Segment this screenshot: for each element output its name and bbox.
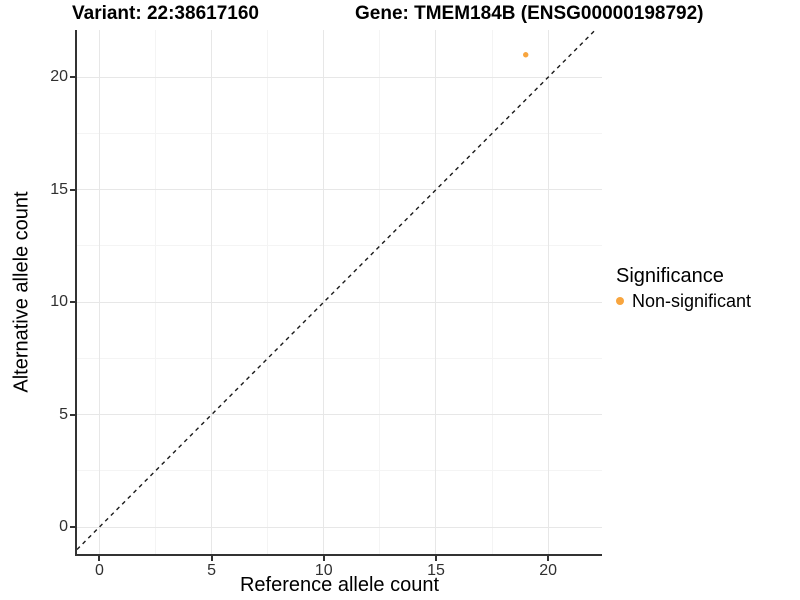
major-gridline (77, 76, 602, 78)
minor-gridline (379, 30, 381, 554)
minor-gridline (155, 30, 157, 554)
legend-key-dot-icon (616, 297, 624, 305)
major-gridline (323, 30, 325, 554)
major-gridline (77, 189, 602, 191)
y-tick-mark (70, 188, 75, 191)
y-tick-mark (70, 526, 75, 528)
minor-gridline (77, 357, 602, 359)
data-point (523, 52, 529, 58)
major-gridline (98, 30, 100, 554)
y-tick-label: 10 (50, 293, 68, 311)
plot-panel (75, 30, 602, 556)
identity-line (77, 30, 596, 550)
legend-item: Non-significant (616, 290, 751, 312)
major-gridline (77, 301, 602, 303)
legend-item-label: Non-significant (632, 291, 752, 311)
legend-title: Significance (616, 265, 724, 287)
legend: Significance Non-significant (616, 264, 751, 312)
x-axis-title: Reference allele count (239, 574, 439, 596)
minor-gridline (267, 30, 269, 554)
major-gridline (77, 414, 602, 416)
plot-title-variant: Variant: 22:38617160 (72, 3, 259, 24)
y-axis-title: Alternative allele count (10, 191, 33, 393)
major-gridline (547, 30, 549, 554)
x-tick-mark (434, 556, 437, 561)
minor-gridline (491, 30, 493, 554)
y-tick-mark (70, 76, 75, 79)
x-tick-mark (547, 556, 550, 561)
major-gridline (435, 30, 437, 554)
x-tick-mark (98, 556, 101, 561)
major-gridline (77, 526, 602, 528)
x-tick-label: 20 (539, 562, 558, 579)
plot-canvas (77, 30, 596, 550)
y-tick-label: 0 (59, 518, 68, 535)
minor-gridline (77, 470, 602, 472)
plot-title-gene: Gene: TMEM184B (ENSG00000198792) (355, 3, 704, 24)
x-tick-label: 15 (427, 562, 445, 579)
x-tick-label: 0 (94, 562, 104, 579)
x-tick-label: 10 (314, 562, 333, 579)
y-tick-label: 5 (59, 405, 68, 423)
major-gridline (211, 30, 213, 554)
y-tick-mark (70, 301, 75, 304)
y-tick-mark (70, 413, 75, 416)
minor-gridline (77, 245, 602, 247)
x-tick-label: 5 (207, 562, 217, 579)
y-tick-label: 20 (50, 68, 68, 86)
x-tick-mark (210, 556, 213, 561)
minor-gridline (77, 132, 602, 134)
y-tick-label: 15 (50, 180, 68, 198)
x-tick-mark (322, 556, 325, 561)
